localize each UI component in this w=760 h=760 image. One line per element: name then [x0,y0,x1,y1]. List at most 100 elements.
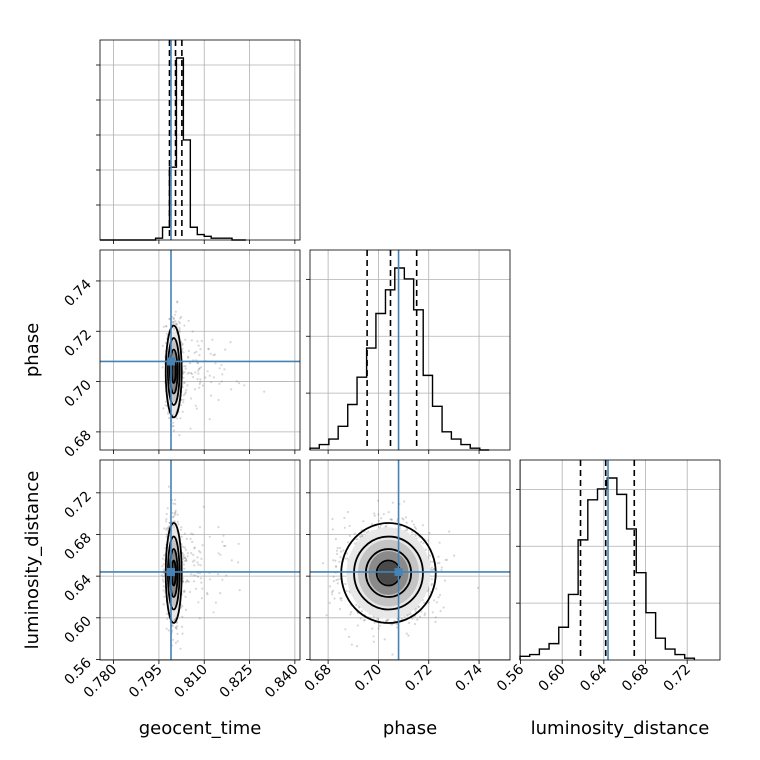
sample-point [199,564,202,567]
sample-point [415,527,418,530]
sample-point [175,323,179,326]
sample-point [191,533,195,536]
sample-point [218,367,221,370]
sample-point [179,528,183,531]
sample-point [430,584,433,587]
sample-point [166,412,170,415]
sample-point [430,578,433,581]
sample-point [336,582,339,585]
sample-point [194,574,197,577]
y-tick-label-phase: 0.72 [61,327,94,360]
sample-point [193,388,197,391]
sample-point [350,643,353,646]
sample-point [411,520,414,523]
sample-point [212,376,215,379]
sample-point [171,624,174,627]
sample-point [198,354,201,357]
sample-point [165,612,169,616]
sample-point [334,565,338,568]
sample-point [438,561,441,565]
sample-point [184,365,187,368]
sample-point [344,628,347,631]
sample-point [429,560,432,563]
sample-point [193,564,196,567]
sample-point [172,317,175,320]
sample-point [187,355,190,358]
sample-point [189,372,193,375]
sample-point [361,534,364,538]
sample-point [348,524,351,528]
sample-point [263,390,266,393]
sample-point [206,370,209,373]
sample-point [338,560,341,563]
sample-point [412,523,415,526]
sample-point [173,520,176,523]
sample-point [191,330,194,333]
sample-point [198,367,201,370]
sample-point [174,513,177,516]
sample-point [235,380,238,383]
sample-point [196,556,199,559]
sample-point [178,434,181,437]
sample-point [420,540,423,544]
sample-point [198,550,201,553]
sample-point [407,613,410,616]
sample-point [406,614,409,617]
sample-point [181,605,184,608]
sample-point [185,389,188,392]
sample-point [404,516,408,519]
sample-point [208,418,211,421]
sample-point [192,574,195,577]
sample-point [387,510,390,514]
sample-point [196,340,199,343]
sample-point [199,551,202,554]
sample-point [174,626,178,629]
sample-point [179,647,182,650]
sample-point [165,332,168,335]
sample-point [422,542,425,545]
sample-point [405,527,408,530]
sample-point [340,597,343,600]
sample-point [424,612,427,615]
sample-point [337,578,340,581]
sample-point [163,595,166,599]
sample-point [212,611,215,614]
sample-point [168,317,171,320]
sample-point [344,557,347,560]
sample-point [165,517,168,521]
sample-point [174,641,177,645]
sample-point [423,614,426,617]
sample-point [439,609,442,613]
x-tick-label-geocent-time: 0.840 [262,662,302,702]
sample-point [184,595,187,598]
sample-point [378,624,381,627]
sample-point [193,351,196,354]
sample-point [190,372,194,375]
sample-point [424,548,427,551]
sample-point [355,603,358,607]
sample-point [221,578,224,581]
sample-point [191,560,195,563]
sample-point [187,371,191,374]
sample-point [391,653,394,656]
sample-point [185,559,188,562]
sample-point [194,587,198,590]
sample-point [196,561,199,564]
sample-point [346,557,349,560]
sample-point [172,327,176,330]
sample-point [186,552,189,555]
sample-point [221,540,224,543]
panel-frame-panel-geocent-time-vs-phase [99,249,301,451]
sample-point [339,550,343,553]
sample-point [187,356,190,359]
sample-point [197,563,200,566]
x-tick-label-luminosity-distance: 0.60 [536,662,569,695]
x-axis-label-luminosity-distance: luminosity_distance [531,718,710,739]
y-axis-label-phase: phase [22,323,43,377]
sample-point [218,382,221,385]
sample-point [415,607,418,610]
sample-point [372,640,375,643]
sample-point [377,627,380,630]
sample-point [182,557,185,561]
sample-point [419,615,422,618]
